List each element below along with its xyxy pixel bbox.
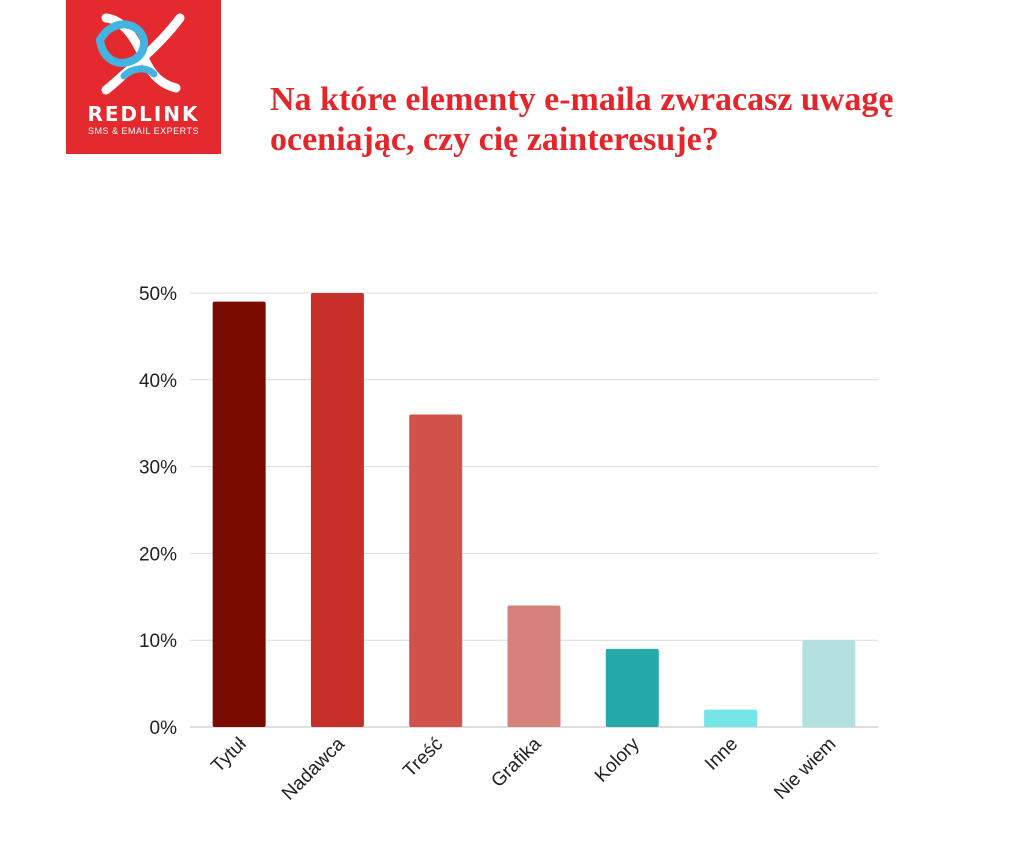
y-axis-ticks: 0% 10% 20% 30% 40% 50% [139, 284, 177, 739]
y-tick-label: 50% [139, 284, 177, 305]
bar [802, 640, 856, 727]
redlink-logo: REDLINK SMS & EMAIL EXPERTS [66, 0, 221, 154]
bar [605, 648, 659, 727]
x-tick-label: Kolory [591, 733, 644, 786]
logo-name: REDLINK [87, 102, 200, 126]
y-tick-label: 30% [139, 458, 177, 479]
y-tick-label: 20% [139, 544, 177, 565]
x-tick-label: Treść [399, 734, 447, 782]
bars [212, 293, 856, 727]
bar [507, 605, 561, 727]
x-tick-label: Tytuł [207, 733, 251, 777]
x-tick-label: Nadawca [278, 733, 349, 804]
bar [704, 709, 758, 727]
bar [310, 293, 364, 727]
bar [212, 301, 266, 727]
y-tick-label: 0% [150, 718, 178, 739]
chart-title: Na które elementy e-maila zwracasz uwagę… [270, 81, 894, 158]
x-tick-label: Grafika [487, 733, 545, 791]
x-tick-label: Inne [701, 734, 742, 775]
bar [409, 414, 463, 727]
x-tick-label: Nie wiem [770, 734, 840, 804]
x-axis-labels: Tytuł Nadawca Treść Grafika Kolory Inne Nie wi… [207, 733, 840, 804]
logo-tagline: SMS & EMAIL EXPERTS [87, 126, 200, 136]
y-tick-label: 10% [139, 631, 177, 652]
gridlines [190, 292, 878, 728]
redlink-mark-icon [95, 13, 185, 95]
y-tick-label: 40% [139, 371, 177, 392]
